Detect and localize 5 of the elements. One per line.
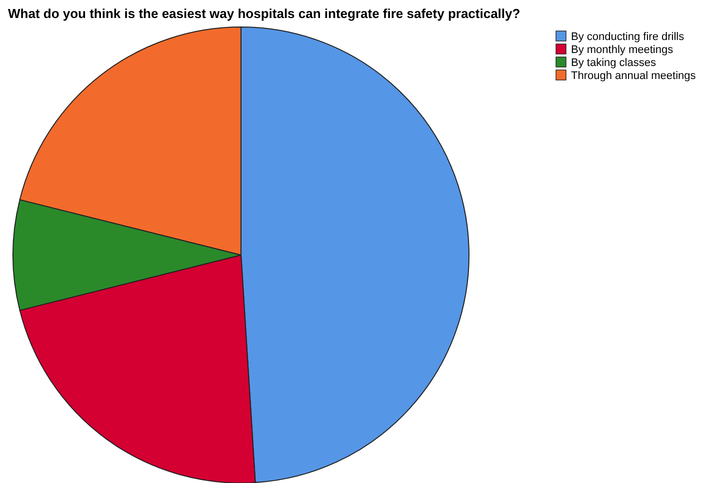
legend-label: Through annual meetings [571,70,696,82]
chart-title: What do you think is the easiest way hospitals can integrate fire safety practically? [8,6,520,21]
legend-label: By conducting fire drills [571,31,685,43]
legend-label: By monthly meetings [571,44,674,56]
legend-label: By taking classes [571,57,656,69]
